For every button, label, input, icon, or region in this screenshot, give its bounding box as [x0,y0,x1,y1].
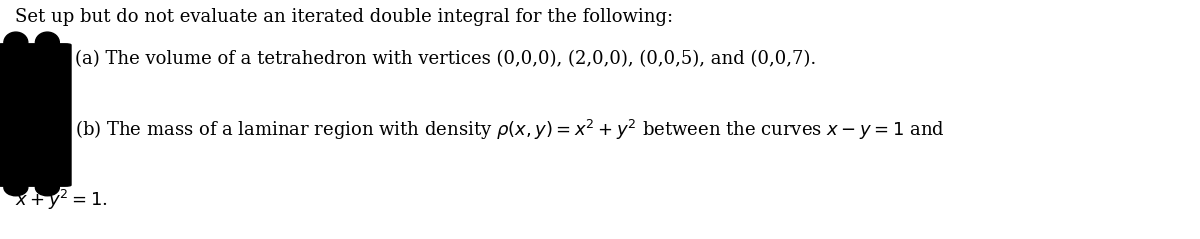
Text: (b) The mass of a laminar region with density $\rho(x, y) = x^2 + y^2$ between t: (b) The mass of a laminar region with de… [74,118,944,142]
Text: $x + y^2 = 1$.: $x + y^2 = 1$. [14,188,108,212]
Text: (a) The volume of a tetrahedron with vertices (0,0,0), (2,0,0), (0,0,5), and (0,: (a) The volume of a tetrahedron with ver… [74,50,816,68]
Text: Set up but do not evaluate an iterated double integral for the following:: Set up but do not evaluate an iterated d… [14,8,673,26]
